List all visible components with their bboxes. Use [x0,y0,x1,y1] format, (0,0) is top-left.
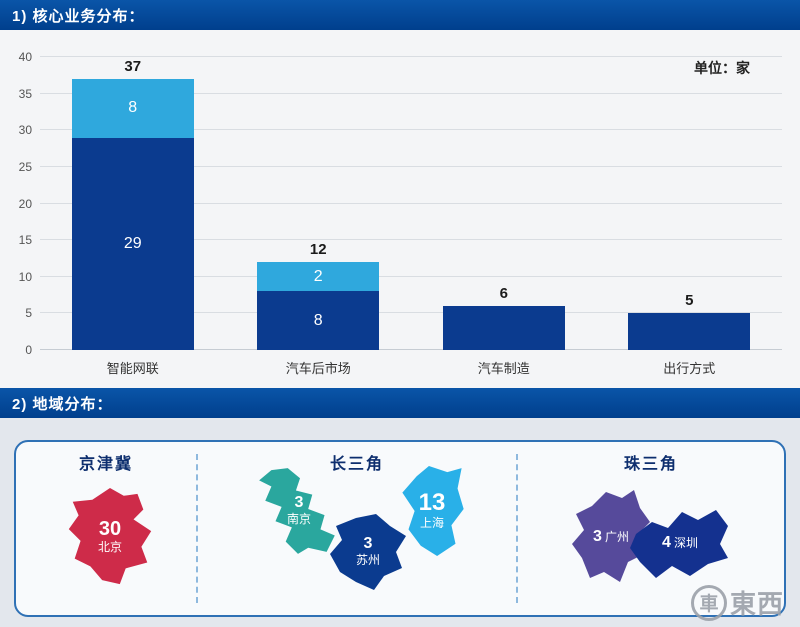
segment-value-label: 8 [128,99,138,117]
suzhou-name: 苏州 [355,553,380,568]
region-title-zhusanjiao: 珠三角 [623,456,678,473]
shanghai-name: 上海 [419,516,444,531]
region-jingjinji: 京津冀 30 北京 [16,442,196,615]
bar-total-label: 6 [499,285,508,303]
beijing-value: 30 [98,518,122,541]
guangzhou-name: 广州 [604,529,629,544]
guangzhou-value: 3 [593,528,602,545]
city-beijing: 30 北京 [64,486,156,588]
guangzhou-label: 3 广州 [570,488,652,586]
gridline [40,92,782,94]
region-zhusanjiao: 珠三角 3 广州 4 深圳 [518,442,784,615]
section2-header: 2) 地域分布： [0,388,800,418]
y-tick-label: 25 [18,159,32,174]
stacked-bar [628,313,751,350]
city-guangzhou: 3 广州 [570,488,652,586]
watermark-text: 東西 [729,589,784,619]
nanjing-value: 3 [294,494,304,512]
bar-segment-dark [628,313,751,350]
y-tick-label: 35 [18,86,32,101]
unit-label: 单位：家 [694,60,750,76]
gridline [40,56,782,57]
section2-title: 2) 地域分布： [12,395,113,413]
shenzhen-map-shape [630,510,728,578]
stacked-bar: 29 8 [71,79,194,350]
bar-slot-1: 8 2 12 [226,57,412,350]
bar-slot-3: 5 [597,57,783,350]
x-category-label: 汽车后市场 [285,361,351,376]
beijing-map-shape [68,487,152,585]
shanghai-label: 13 上海 [398,464,466,558]
shanghai-value: 13 [418,489,446,517]
gridline [40,312,782,314]
bar-segment-dark: 8 [257,291,380,350]
y-tick-label: 30 [18,123,32,138]
nanjing-label: 3 南京 [253,466,345,556]
stacked-bar [442,306,565,350]
section1-header: 1) 核心业务分布： [0,0,800,30]
core-business-chart: 单位：家 0 5 10 15 20 25 30 35 40 29 8 37 8 2 12 6 5 智能网联 汽车… [0,30,800,388]
region-title-jingjinji: 京津冀 [78,456,133,473]
gridline [40,165,782,167]
dashed-divider [516,454,518,603]
segment-value-label: 8 [313,311,323,329]
shenzhen-value: 4 [662,534,671,551]
region-title-changsanjiao: 长三角 [329,456,384,473]
beijing-label: 30 北京 [64,486,156,588]
city-nanjing: 3 南京 [253,466,345,556]
bar-slot-2: 6 [411,57,597,350]
x-category-label: 出行方式 [663,361,716,376]
suzhou-value: 3 [363,535,373,553]
y-tick-label: 10 [18,269,32,284]
y-tick-label: 40 [18,50,32,64]
beijing-name: 北京 [97,540,122,555]
gridline [40,349,782,350]
gridline [40,275,782,277]
x-axis: 智能网联 汽车后市场 汽车制造 出行方式 [40,358,782,380]
regions-section: 京津冀 30 北京 长三角 3 南京 [0,418,800,627]
shenzhen-name: 深圳 [673,535,698,550]
x-category-label: 汽车制造 [477,361,530,376]
gridline [40,129,782,131]
city-shenzhen: 4 深圳 [628,504,732,582]
x-category-label: 智能网联 [106,361,159,376]
bar-total-label: 5 [685,292,694,310]
watermark-logo: 車 東西 [690,584,784,621]
region-changsanjiao: 长三角 3 南京 3 苏州 [198,442,516,615]
regions-panel: 京津冀 30 北京 长三角 3 南京 [14,440,786,617]
guangzhou-map-shape [572,490,650,582]
bar-total-label: 12 [309,241,327,259]
bar-slot-0: 29 8 37 [40,57,226,350]
shenzhen-label: 4 深圳 [628,504,732,582]
y-tick-label: 5 [25,306,32,321]
segment-value-label: 29 [123,234,142,252]
suzhou-map-shape [330,514,406,590]
plot-area: 29 8 37 8 2 12 6 5 [40,56,783,350]
gridline [40,239,782,241]
city-shanghai: 13 上海 [398,464,466,558]
segment-value-label: 2 [313,267,323,285]
bar-segment-light: 2 [257,262,380,292]
bar-segment-dark [442,306,565,350]
y-tick-label: 0 [25,343,32,357]
suzhou-label: 3 苏州 [326,512,410,592]
dashed-divider [196,454,198,603]
bar-segment-light: 8 [71,79,194,138]
nanjing-map-shape [259,468,335,554]
y-tick-label: 15 [18,233,32,248]
bar-total-label: 37 [124,57,142,75]
bar-segment-dark: 29 [71,137,194,350]
city-suzhou: 3 苏州 [326,512,410,592]
shanghai-map-shape [402,466,464,556]
watermark-circle-char: 車 [690,584,727,621]
y-tick-label: 20 [18,196,32,211]
nanjing-name: 南京 [286,512,311,527]
section1-title: 1) 核心业务分布： [12,7,145,25]
y-axis: 0 5 10 15 20 25 30 35 40 [0,51,40,356]
gridline [40,202,782,204]
